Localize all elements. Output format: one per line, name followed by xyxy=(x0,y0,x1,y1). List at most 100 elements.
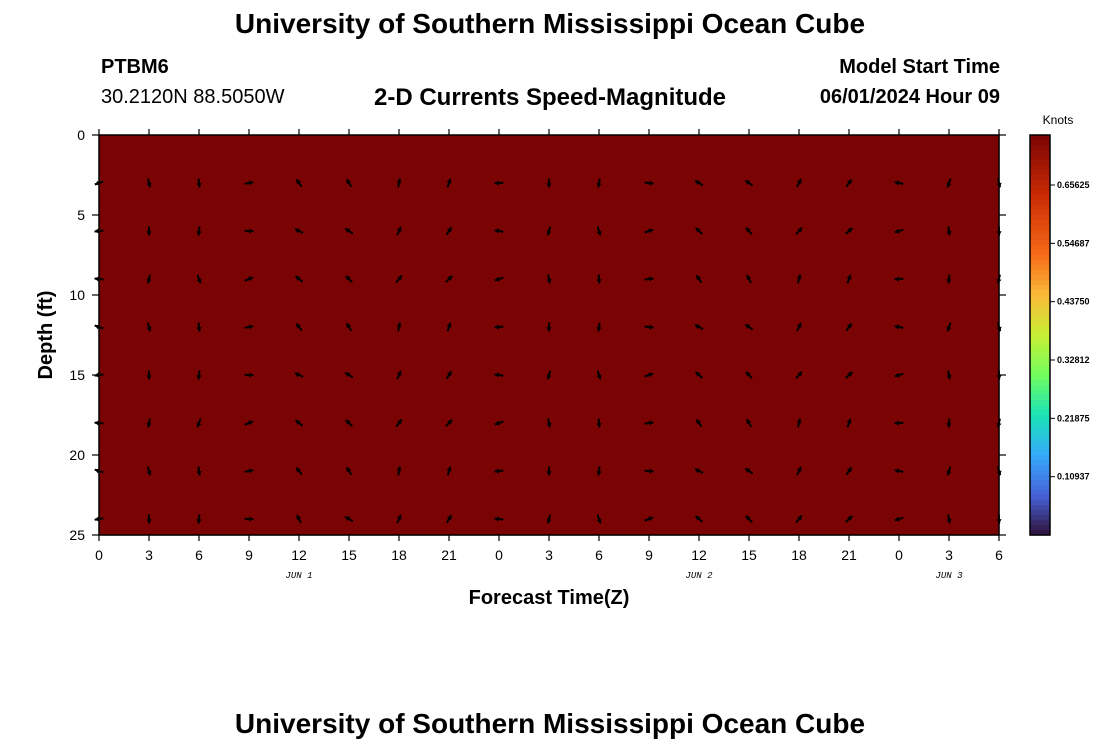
heatmap-cell xyxy=(382,311,392,320)
heatmap-cell xyxy=(474,423,483,432)
heatmap-cell xyxy=(857,487,867,496)
heatmap-cell xyxy=(182,383,192,392)
heatmap-cell xyxy=(199,359,208,368)
heatmap-cell xyxy=(332,175,342,184)
heatmap-cell xyxy=(124,391,133,400)
heatmap-cell xyxy=(165,343,175,352)
heatmap-cell xyxy=(607,223,617,232)
heatmap-cell xyxy=(307,151,317,160)
heatmap-cell xyxy=(774,471,783,480)
heatmap-cell xyxy=(340,255,350,264)
heatmap-cell xyxy=(399,335,408,344)
heatmap-cell xyxy=(924,199,933,208)
heatmap-cell xyxy=(199,407,208,416)
heatmap-cell xyxy=(715,367,725,376)
heatmap-cell xyxy=(240,479,250,488)
heatmap-cell xyxy=(390,255,400,264)
heatmap-cell xyxy=(657,247,667,256)
heatmap-cell xyxy=(590,159,600,168)
heatmap-cell xyxy=(807,519,817,528)
heatmap-cell xyxy=(565,479,575,488)
heatmap-cell xyxy=(282,263,292,272)
heatmap-cell xyxy=(332,287,342,296)
heatmap-cell xyxy=(124,527,133,536)
heatmap-cell xyxy=(915,471,925,480)
heatmap-cell xyxy=(824,215,833,224)
heatmap-cell xyxy=(840,279,850,288)
heatmap-cell xyxy=(415,327,425,336)
heatmap-cell xyxy=(515,343,525,352)
heatmap-cell xyxy=(282,367,292,376)
heatmap-cell xyxy=(474,471,483,480)
heatmap-cell xyxy=(224,415,233,424)
heatmap-cell xyxy=(415,255,425,264)
heatmap-cell xyxy=(507,287,517,296)
heatmap-cell xyxy=(299,295,308,304)
heatmap-cell xyxy=(707,431,717,440)
heatmap-cell xyxy=(840,215,850,224)
heatmap-cell xyxy=(207,383,217,392)
heatmap-cell xyxy=(674,447,683,456)
heatmap-cell xyxy=(840,271,850,280)
heatmap-cell xyxy=(324,415,333,424)
heatmap-cell xyxy=(432,191,442,200)
heatmap-cell xyxy=(599,471,608,480)
heatmap-cell xyxy=(857,479,867,488)
heatmap-cell xyxy=(332,367,342,376)
heatmap-cell xyxy=(349,215,358,224)
heatmap-cell xyxy=(790,439,800,448)
heatmap-cell xyxy=(240,383,250,392)
heatmap-cell xyxy=(324,159,333,168)
heatmap-cell xyxy=(774,431,783,440)
heatmap-cell xyxy=(924,255,933,264)
heatmap-cell xyxy=(707,239,717,248)
heatmap-cell xyxy=(257,279,267,288)
heatmap-cell xyxy=(565,487,575,496)
heatmap-cell xyxy=(574,527,583,536)
heatmap-cell xyxy=(382,511,392,520)
heatmap-cell xyxy=(907,327,917,336)
heatmap-cell xyxy=(857,519,867,528)
heatmap-cell xyxy=(474,175,483,184)
heatmap-cell xyxy=(565,511,575,520)
heatmap-cell xyxy=(924,359,933,368)
heatmap-cell xyxy=(899,311,908,320)
heatmap-cell xyxy=(174,191,183,200)
heatmap-cell xyxy=(582,423,592,432)
heatmap-cell xyxy=(415,447,425,456)
heatmap-cell xyxy=(724,303,733,312)
heatmap-cell xyxy=(240,351,250,360)
heatmap-cell xyxy=(540,199,550,208)
heatmap-cell xyxy=(115,175,125,184)
heatmap-cell xyxy=(657,447,667,456)
heatmap-cell xyxy=(365,319,375,328)
heatmap-cell xyxy=(824,503,833,512)
heatmap-cell xyxy=(465,439,475,448)
heatmap-cell xyxy=(190,447,200,456)
heatmap-cell xyxy=(165,383,175,392)
heatmap-cell xyxy=(349,271,358,280)
heatmap-cell xyxy=(865,223,875,232)
heatmap-cell xyxy=(315,215,325,224)
heatmap-cell xyxy=(807,199,817,208)
heatmap-cell xyxy=(724,223,733,232)
heatmap-cell xyxy=(99,287,108,296)
heatmap-cell xyxy=(140,287,150,296)
heatmap-cell xyxy=(99,319,108,328)
heatmap-cell xyxy=(190,183,200,192)
heatmap-cell xyxy=(324,471,333,480)
heatmap-cell xyxy=(757,479,767,488)
heatmap-cell xyxy=(549,271,558,280)
heatmap-cell xyxy=(540,343,550,352)
heatmap-cell xyxy=(557,375,567,384)
heatmap-cell xyxy=(199,143,208,152)
heatmap-cell xyxy=(490,375,500,384)
heatmap-cell xyxy=(307,407,317,416)
heatmap-cell xyxy=(165,271,175,280)
heatmap-cell xyxy=(715,143,725,152)
heatmap-cell xyxy=(199,383,208,392)
heatmap-cell xyxy=(557,271,567,280)
heatmap-cell xyxy=(424,175,433,184)
heatmap-cell xyxy=(174,503,183,512)
heatmap-cell xyxy=(365,455,375,464)
